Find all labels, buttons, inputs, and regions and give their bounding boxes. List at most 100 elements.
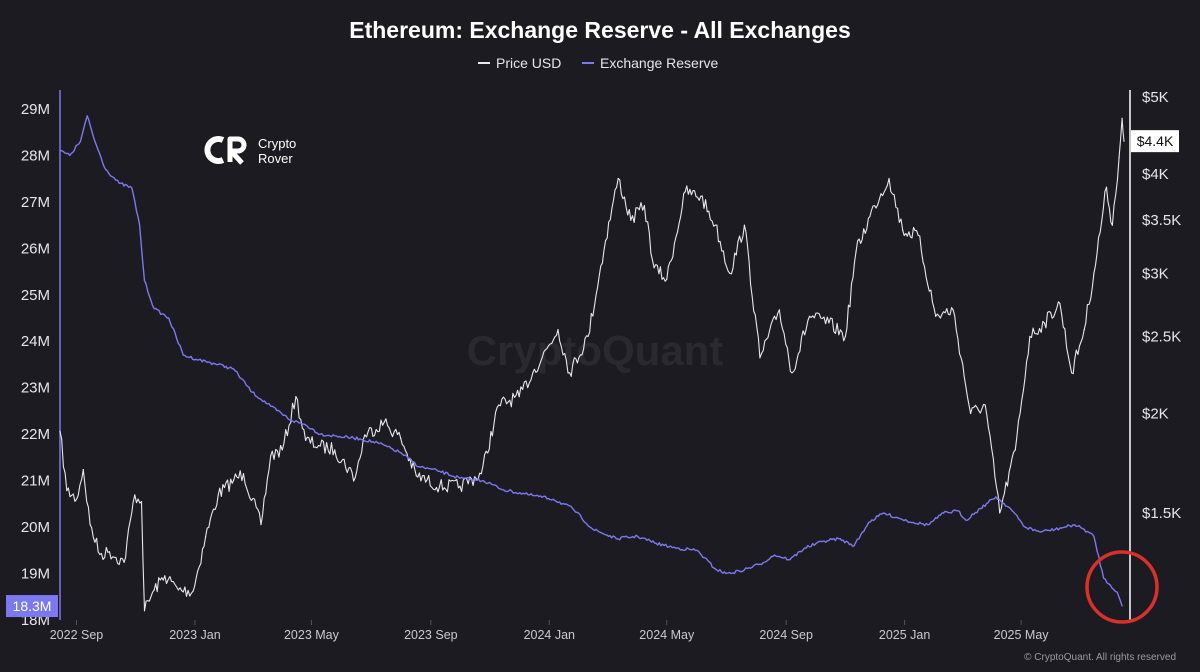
price-point [281, 449, 283, 451]
price-point [305, 439, 307, 442]
price-point [714, 224, 716, 226]
watermark: CryptoQuant [467, 327, 724, 374]
brand-mark-icon [204, 136, 247, 165]
reserve-point [615, 538, 617, 540]
price-point [1111, 224, 1113, 226]
price-point [1070, 372, 1073, 374]
reserve-point [143, 280, 146, 282]
left-tick-label: 27M [21, 194, 50, 211]
reserve-point [1024, 526, 1026, 528]
chart-title: Ethereum: Exchange Reserve - All Exchang… [349, 17, 851, 43]
reserve-point [696, 549, 698, 551]
price-point [844, 335, 846, 338]
reserve-point [338, 435, 341, 438]
reserve-point [655, 542, 657, 544]
reserve-point [94, 140, 96, 143]
price-point [700, 195, 702, 197]
price-point [1118, 156, 1120, 158]
reserve-point [1054, 528, 1056, 531]
price-point [1121, 117, 1123, 119]
reserve-point [1083, 528, 1085, 531]
reserve-point [637, 535, 639, 537]
right-tick-label: $5K [1142, 89, 1169, 106]
brand-name-line1: Crypto [258, 136, 296, 151]
reserve-point [674, 547, 677, 549]
right-current-badge-box [1131, 130, 1179, 153]
price-point [164, 575, 166, 577]
reserve-point [69, 154, 71, 156]
x-axis-ticks: 2022 Sep 2023 Jan 2023 May 2023 Sep 2024 Jan… [50, 620, 1049, 642]
price-point [743, 224, 746, 226]
price-point [1014, 449, 1016, 451]
price-point [917, 234, 919, 236]
legend-label-price: Price USD [496, 55, 561, 71]
reserve-point [789, 559, 791, 561]
price-point [140, 500, 143, 503]
reserve-point [942, 512, 945, 514]
price-point [828, 322, 830, 324]
price-point [532, 372, 534, 374]
reserve-point [995, 496, 997, 498]
reserve-point [1009, 507, 1012, 510]
price-point [1123, 140, 1125, 142]
highlight-circle [1085, 550, 1159, 624]
reserve-point [1109, 584, 1112, 586]
price-point [233, 479, 235, 481]
left-tick-label: 22M [21, 426, 50, 443]
price-point [888, 177, 890, 180]
price-point [666, 278, 668, 280]
left-current-badge-label: 18.3M [13, 598, 52, 614]
left-tick-label: 25M [21, 287, 50, 304]
right-current-badge-label: $4.4K [1137, 133, 1174, 149]
reserve-point [217, 363, 219, 366]
reserve-point [305, 424, 307, 426]
reserve-point [233, 368, 235, 370]
price-point [518, 396, 520, 398]
reserve-point [482, 480, 484, 482]
price-point [66, 489, 68, 492]
reserve-point [270, 405, 272, 407]
price-point [319, 445, 321, 447]
price-point [684, 191, 686, 193]
price-point [587, 335, 589, 338]
price-point [205, 536, 207, 538]
left-tick-label: 21M [21, 473, 50, 490]
price-point [808, 315, 811, 317]
reserve-point [912, 521, 914, 524]
left-tick-label: 24M [21, 333, 50, 350]
right-tick-label: $2K [1142, 405, 1169, 422]
price-point [952, 309, 954, 311]
reserve-point [1116, 591, 1118, 593]
reserve-point [738, 570, 741, 572]
x-tick-label: 2023 Jan [169, 628, 220, 642]
price-point [217, 494, 219, 496]
reserve-point [571, 507, 574, 510]
reserve-point [1121, 605, 1123, 607]
reserve-point [714, 568, 716, 570]
x-tick-label: 2024 Sep [759, 628, 813, 642]
brand-logo: Crypto Rover [204, 136, 296, 166]
price-point [295, 396, 297, 398]
price-point [242, 473, 245, 475]
price-point [459, 485, 461, 487]
right-tick-label: $1.5K [1142, 505, 1181, 522]
reserve-point [1103, 577, 1105, 579]
x-tick-label: 2024 May [639, 628, 695, 642]
price-point [134, 494, 136, 496]
reserve-point [853, 545, 855, 547]
reserve-point [897, 517, 899, 519]
price-point [1093, 272, 1095, 275]
x-tick-label: 2024 Jan [524, 628, 575, 642]
price-point [108, 551, 111, 553]
reserve-point [1073, 524, 1076, 526]
legend-label-reserve: Exchange Reserve [600, 55, 719, 71]
price-point [415, 475, 417, 477]
price-point [1105, 186, 1108, 188]
reserve-point [927, 524, 929, 526]
price-point [82, 469, 84, 471]
price-point [260, 523, 262, 526]
price-point [1043, 322, 1045, 324]
price-point [902, 229, 904, 231]
